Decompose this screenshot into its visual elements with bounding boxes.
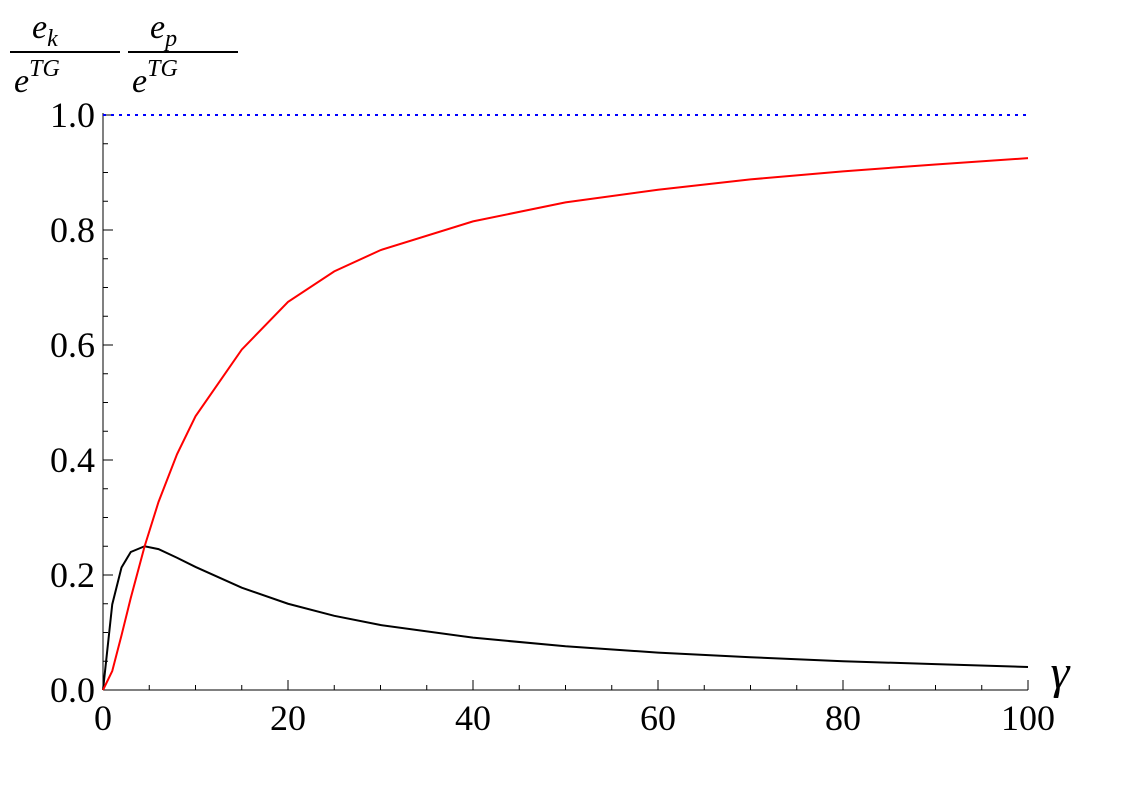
x-tick-label: 60 — [640, 698, 676, 738]
y-tick-label: 1.0 — [50, 95, 95, 135]
x-tick-label: 0 — [94, 698, 112, 738]
y-tick-label: 0.2 — [50, 555, 95, 595]
y-label-numerator: ek — [32, 9, 58, 52]
y-tick-label: 0.0 — [50, 670, 95, 710]
series-line — [102, 545, 1029, 691]
y-label-den-sup: TG — [147, 56, 178, 82]
y-label-den-base: e — [14, 63, 29, 100]
y-label-num-sub: p — [163, 26, 177, 52]
x-tick-label: 100 — [1001, 698, 1055, 738]
x-tick-label: 80 — [825, 698, 861, 738]
x-tick-label: 20 — [270, 698, 306, 738]
y-tick-label: 0.6 — [50, 325, 95, 365]
y-label-num-base: e — [150, 9, 165, 46]
y-label-num-sub: k — [47, 26, 58, 52]
y-label-denominator: eTG — [14, 56, 60, 100]
y-label-den-sup: TG — [29, 56, 60, 82]
x-tick-label: 40 — [455, 698, 491, 738]
y-tick-label: 0.8 — [50, 210, 95, 250]
series-line — [102, 157, 1029, 691]
y-label-num-base: e — [32, 9, 47, 46]
y-label-numerator: ep — [150, 9, 177, 52]
x-axis-label: γ — [1051, 646, 1071, 699]
y-label-den-base: e — [132, 63, 147, 100]
y-tick-label: 0.4 — [50, 440, 95, 480]
y-label-denominator: eTG — [132, 56, 178, 100]
